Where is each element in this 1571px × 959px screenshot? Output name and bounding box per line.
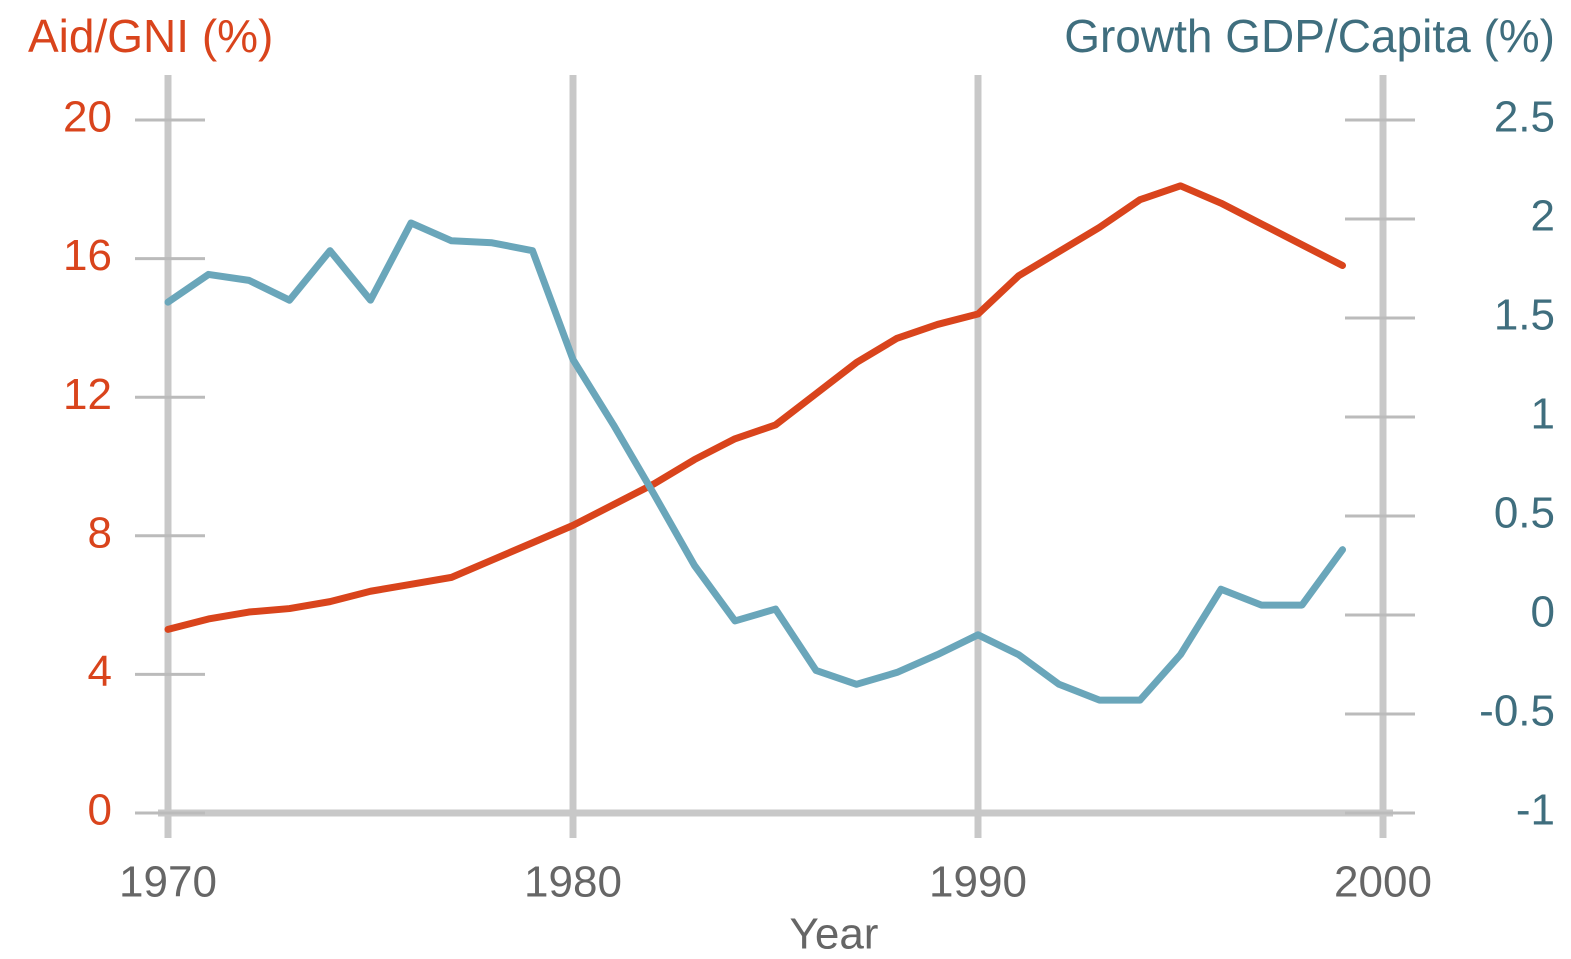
y2-tick-label: 2.5 [1494,93,1555,142]
x-axis-label: Year [790,910,879,959]
y-axis-label: Aid/GNI (%) [28,10,273,62]
y2-tick-label: -1 [1516,786,1555,835]
y-tick-label: 16 [63,231,112,280]
y2-tick-label: 2 [1531,192,1555,241]
y2-tick-label: 0 [1531,588,1555,637]
y2-tick-label: -0.5 [1479,687,1555,736]
y-tick-label: 12 [63,370,112,419]
y2-tick-label: 1.5 [1494,291,1555,340]
data-line [164,219,1346,704]
x-tick-label: 1970 [119,858,217,907]
y2-tick-label: 0.5 [1494,489,1555,538]
y2-tick-label: 1 [1531,390,1555,439]
x-tick-label: 1990 [929,858,1027,907]
y-tick-label: 8 [88,508,112,557]
y2-axis-label: Growth GDP/Capita (%) [1064,10,1555,62]
y-tick-label: 20 [63,93,112,142]
x-tick-label: 1980 [524,858,622,907]
x-tick-label: 2000 [1334,858,1432,907]
data-line [164,182,1346,633]
y-tick-label: 0 [88,786,112,835]
y-tick-label: 4 [88,647,112,696]
